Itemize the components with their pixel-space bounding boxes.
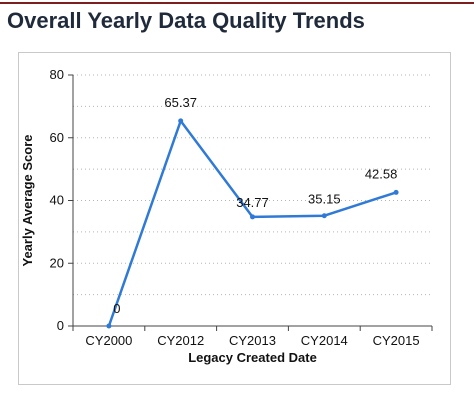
page-title: Overall Yearly Data Quality Trends	[7, 8, 365, 33]
data-point	[393, 189, 399, 195]
data-label: 42.58	[365, 166, 398, 181]
x-axis-title: Legacy Created Date	[188, 350, 317, 365]
data-point	[106, 323, 112, 329]
header-rule	[0, 2, 474, 4]
x-tick-label: CY2000	[85, 333, 132, 348]
y-axis-title: Yearly Average Score	[20, 134, 35, 266]
data-labels: 0 65.37 34.77 35.15 42.58	[113, 95, 397, 316]
data-label: 34.77	[236, 195, 269, 210]
x-tick-label: CY2015	[373, 333, 420, 348]
y-tick-label: 40	[50, 193, 64, 208]
x-tick-label: CY2014	[301, 333, 348, 348]
series-group	[106, 118, 399, 329]
data-label: 0	[113, 301, 120, 316]
gridlines	[73, 74, 432, 296]
x-tick-label: CY2013	[229, 333, 276, 348]
y-tick-label: 20	[50, 255, 64, 270]
x-axis-ticks: CY2000 CY2012 CY2013 CY2014 CY2015	[72, 326, 433, 348]
data-point	[250, 214, 255, 220]
y-tick-label: 60	[50, 130, 64, 145]
data-label: 35.15	[308, 192, 341, 207]
series-line	[107, 119, 397, 327]
y-tick-label: 0	[57, 318, 64, 333]
data-point	[178, 118, 184, 124]
chart-container	[18, 52, 451, 385]
data-point	[321, 213, 327, 219]
y-axis-ticks: 0 20 40 60 80	[50, 67, 73, 333]
data-label: 65.37	[164, 95, 197, 110]
x-tick-label: CY2012	[157, 333, 204, 348]
y-tick-label: 80	[50, 67, 64, 82]
